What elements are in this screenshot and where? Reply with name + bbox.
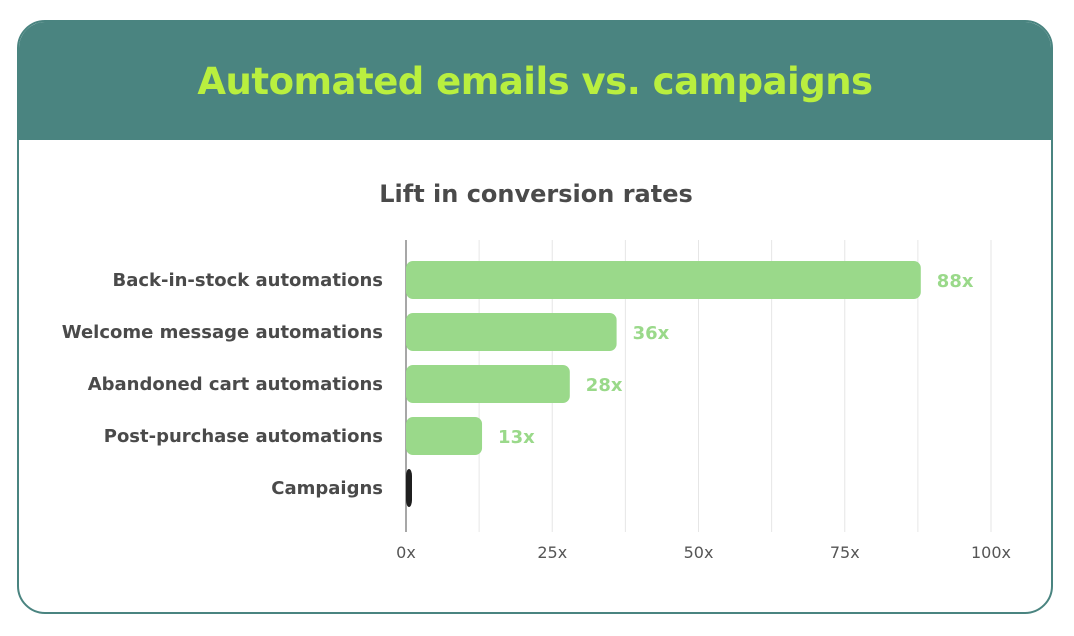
value-label: 36x	[633, 323, 670, 344]
value-label: 88x	[937, 271, 974, 292]
bar-4	[406, 469, 412, 507]
x-tick-label: 50x	[684, 543, 714, 562]
category-label: Back-in-stock automations	[112, 270, 383, 291]
chart-subtitle: Lift in conversion rates	[379, 180, 693, 208]
category-label: Campaigns	[271, 478, 383, 499]
x-tick-label: 0x	[396, 543, 416, 562]
chart-card: Automated emails vs. campaigns	[17, 20, 1053, 614]
title-banner: Automated emails vs. campaigns	[19, 22, 1051, 140]
bar-2	[406, 365, 570, 403]
bar-3	[406, 417, 483, 455]
bar-0	[406, 261, 921, 299]
bar-1	[406, 313, 617, 351]
category-label: Abandoned cart automations	[88, 374, 383, 395]
category-label: Welcome message automations	[62, 322, 383, 343]
x-tick-label: 75x	[830, 543, 860, 562]
page-title: Automated emails vs. campaigns	[197, 59, 873, 103]
value-label: 13x	[498, 427, 535, 448]
category-label: Post-purchase automations	[104, 426, 383, 447]
x-tick-label: 100x	[971, 543, 1011, 562]
x-tick-label: 25x	[537, 543, 567, 562]
value-label: 28x	[586, 375, 623, 396]
